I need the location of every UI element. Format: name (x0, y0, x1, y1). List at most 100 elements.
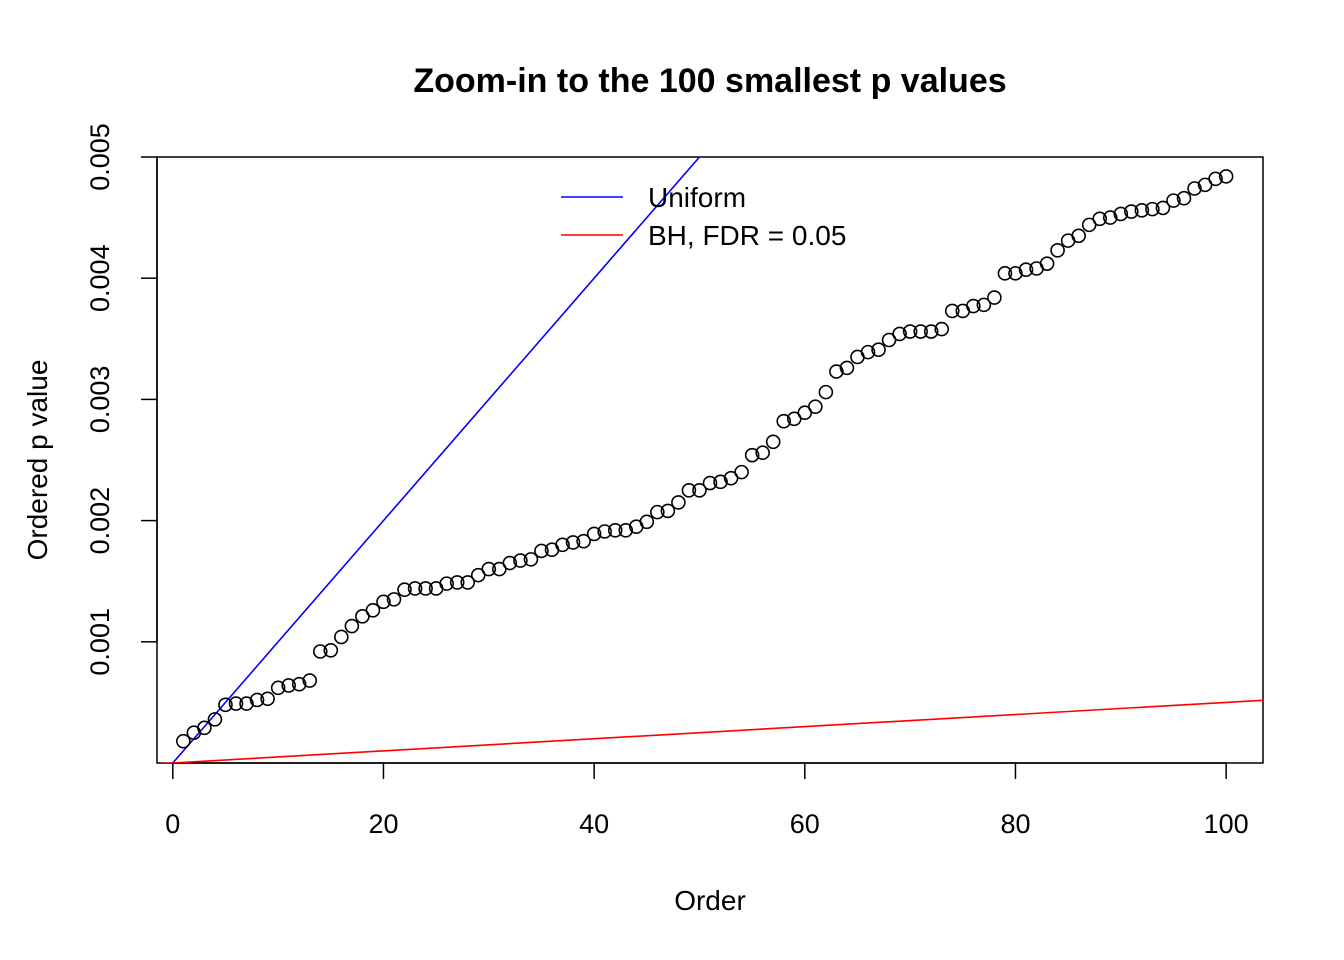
data-point (1102, 210, 1118, 225)
x-tick-label: 0 (165, 809, 180, 839)
data-point (1155, 200, 1171, 216)
data-point (407, 581, 423, 596)
data-point (513, 553, 528, 568)
data-point (713, 474, 728, 490)
data-point (502, 555, 518, 571)
data-point (808, 399, 823, 414)
data-point (639, 514, 655, 530)
data-point (902, 324, 918, 339)
data-point (650, 504, 665, 520)
data-point (1039, 256, 1055, 271)
data-point (1145, 201, 1160, 217)
data-point (1187, 181, 1202, 196)
data-point (681, 482, 697, 498)
data-point (218, 697, 233, 713)
reference-lines (158, 157, 1263, 763)
data-point (565, 535, 581, 550)
data-point (744, 447, 760, 463)
data-point (976, 297, 992, 313)
data-point (207, 712, 223, 727)
data-point (892, 326, 907, 342)
chart-title: Zoom-in to the 100 smallest p values (413, 62, 1006, 100)
data-point (281, 678, 296, 693)
data-point (418, 581, 433, 596)
data-point (386, 592, 402, 607)
data-point (860, 344, 876, 360)
data-point (555, 537, 570, 553)
data-point (239, 696, 254, 711)
data-point (376, 594, 391, 610)
data-point (671, 495, 686, 510)
data-point (765, 434, 781, 450)
reference-line-bh-fdr-0-05 (158, 699, 1263, 763)
data-point (176, 733, 191, 749)
data-point (1092, 211, 1108, 227)
data-point (334, 629, 349, 645)
data-point (312, 644, 328, 659)
data-point (1134, 203, 1150, 218)
data-point (987, 290, 1002, 305)
data-point (618, 522, 634, 538)
data-point (944, 303, 960, 319)
legend-label: BH, FDR = 0.05 (648, 220, 846, 251)
data-point (291, 676, 307, 692)
data-point (776, 413, 792, 429)
reference-line-uniform (171, 157, 701, 763)
x-tick-label: 60 (790, 809, 820, 839)
plot-area (158, 157, 1263, 763)
x-axis-label: Order (674, 885, 746, 916)
data-point (1113, 206, 1129, 222)
data-point (1008, 266, 1023, 281)
x-tick-label: 20 (368, 809, 398, 839)
x-axis: 0 20 40 60 80 100 (165, 762, 1249, 839)
data-point (576, 533, 591, 549)
y-tick-label: 0.005 (85, 123, 115, 191)
legend-label: Uniform (648, 182, 746, 213)
data-point (249, 692, 265, 708)
x-tick-label: 40 (579, 809, 609, 839)
data-point (934, 321, 950, 337)
data-point (344, 618, 360, 634)
x-tick-label: 100 (1204, 809, 1249, 839)
data-point (228, 696, 244, 711)
y-tick-label: 0.004 (85, 244, 115, 312)
data-point (1124, 204, 1139, 219)
data-point (1050, 243, 1065, 258)
data-point (1218, 169, 1234, 184)
data-point (607, 522, 623, 538)
data-point (597, 524, 612, 539)
data-points (176, 169, 1234, 749)
data-point (1208, 171, 1223, 187)
data-point (997, 266, 1013, 281)
data-point (871, 342, 886, 358)
data-point (702, 475, 718, 491)
legend: Uniform BH, FDR = 0.05 (561, 182, 846, 251)
x-tick-label: 80 (1000, 809, 1030, 839)
data-point (397, 582, 412, 597)
data-point (660, 503, 676, 519)
data-point (323, 642, 339, 658)
data-point (534, 543, 549, 559)
data-point (365, 602, 381, 618)
data-point (913, 324, 928, 339)
data-point (260, 691, 275, 707)
y-axis-label: Ordered p value (22, 360, 53, 561)
data-point (1166, 193, 1181, 208)
data-point (829, 364, 844, 379)
data-point (734, 464, 749, 480)
data-point (818, 384, 834, 400)
data-point (1176, 190, 1192, 206)
data-point (523, 552, 539, 567)
data-point (439, 576, 454, 591)
data-point (481, 561, 497, 577)
data-point (966, 298, 981, 314)
y-axis: 0.001 0.002 0.003 0.004 0.005 (85, 123, 158, 676)
y-tick-label: 0.002 (85, 487, 115, 555)
data-point (270, 680, 286, 696)
y-tick-label: 0.001 (85, 608, 115, 676)
data-point (460, 575, 476, 590)
data-point (449, 575, 465, 590)
data-point (302, 673, 318, 688)
data-point (692, 482, 707, 498)
